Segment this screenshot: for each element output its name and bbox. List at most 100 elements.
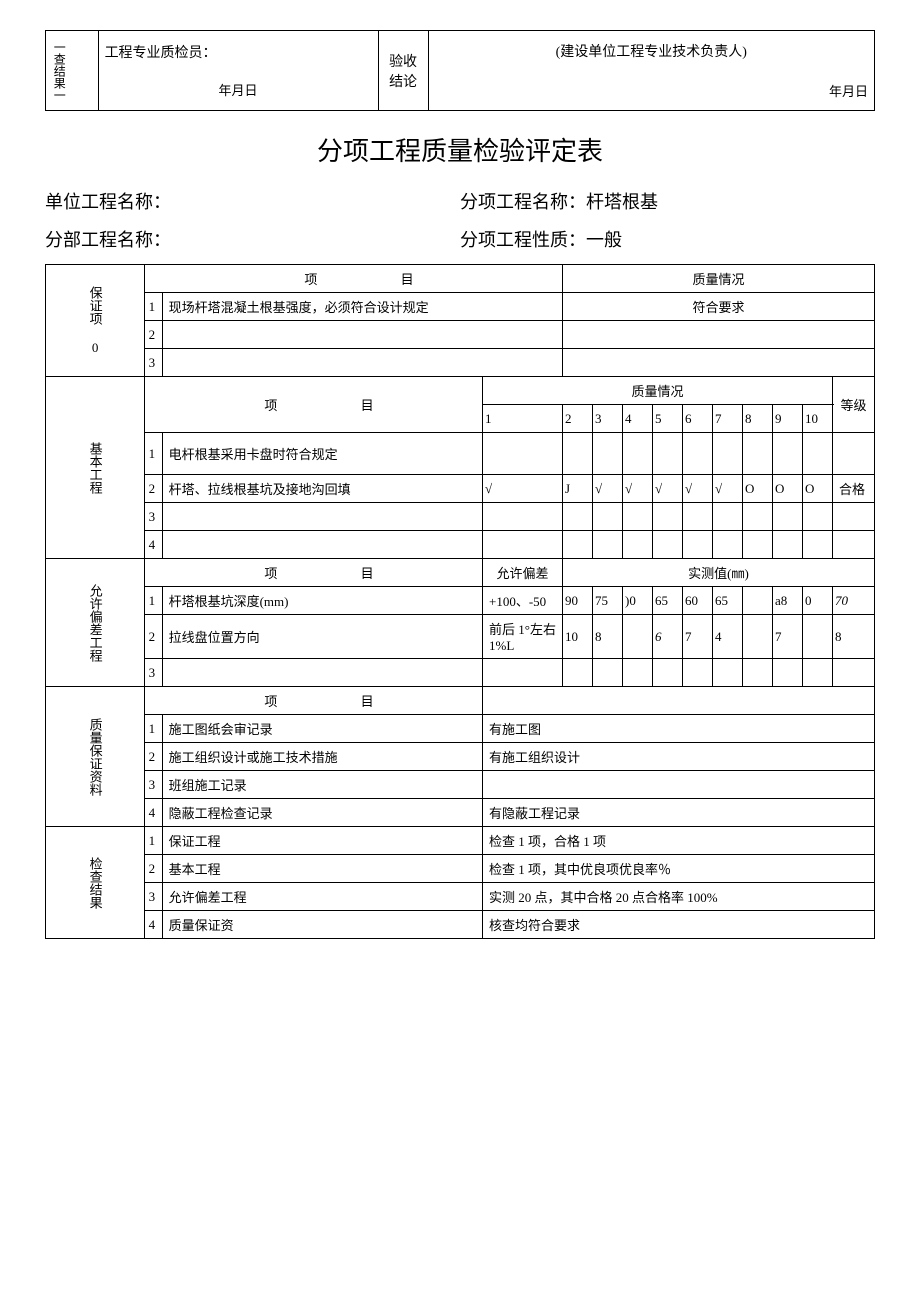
main-table: 保证项 0 项 目 质量情况 1 现场杆塔混凝土根基强度，必须符合设计规定 符合…: [45, 264, 875, 939]
sec4-r2-item: 施工组织设计或施工技术措施: [162, 743, 482, 771]
sec3-r1-v6: 65: [713, 587, 743, 615]
sec2-col-quality: 质量情况: [483, 377, 833, 405]
sec2-r1-grade: [833, 433, 875, 475]
sec1-r1-n: 1: [144, 293, 162, 321]
sec2-r2-c1: √: [483, 475, 563, 503]
sec3-r1-v4: 65: [653, 587, 683, 615]
sec2-h5: 5: [653, 405, 683, 433]
sec3-r2-v9: [803, 615, 833, 659]
sec2-r3-item: [162, 503, 482, 531]
sec5-r3-n: 3: [144, 883, 162, 911]
sec4-r2-n: 2: [144, 743, 162, 771]
sec1-r2-n: 2: [144, 321, 162, 349]
sec2-r1-n: 1: [144, 433, 162, 475]
responsible-label: (建设单位工程专业技术负责人): [428, 31, 874, 71]
sec3-r1-item: 杆塔根基坑深度(mm): [162, 587, 482, 615]
sec3-r1-v2: 75: [593, 587, 623, 615]
sec2-r2-c8: O: [743, 475, 773, 503]
sec2-r2-c7: √: [713, 475, 743, 503]
sec4-r2-val: 有施工组织设计: [483, 743, 875, 771]
sec5-r3-item: 允许偏差工程: [162, 883, 482, 911]
sec3-r2-v8: 7: [773, 615, 803, 659]
sec3-r1-v9: 0: [803, 587, 833, 615]
sec2-r2-c9: O: [773, 475, 803, 503]
sec3-r2-n: 2: [144, 615, 162, 659]
sec2-h6: 6: [683, 405, 713, 433]
sec4-r4-item: 隐蔽工程检查记录: [162, 799, 482, 827]
date1: 年月日: [105, 80, 372, 99]
sec3-r2-v3: [623, 615, 653, 659]
sec3-r1-v5: 60: [683, 587, 713, 615]
sec1-side: 保证项 0: [46, 265, 145, 377]
sec4-r1-item: 施工图纸会审记录: [162, 715, 482, 743]
sec2-r3-n: 3: [144, 503, 162, 531]
sec3-r2-v6: 4: [713, 615, 743, 659]
sec5-r4-n: 4: [144, 911, 162, 939]
sec3-col-meas: 实测值(㎜): [563, 559, 875, 587]
sec2-r1-c1: [483, 433, 563, 475]
sec3-r3-tol: [483, 659, 563, 687]
sec5-r1-item: 保证工程: [162, 827, 482, 855]
meta-row-2: 分部工程名称： 分项工程性质：一般: [45, 226, 875, 252]
sec2-h1: 1: [483, 405, 563, 433]
sec1-r3-item: [162, 349, 562, 377]
sec5-side: 检查结果: [46, 827, 145, 939]
sec2-r2-c3: √: [593, 475, 623, 503]
sec2-col-item: 项 目: [162, 377, 482, 433]
document-title: 分项工程质量检验评定表: [45, 131, 875, 168]
sec2-r4-item: [162, 531, 482, 559]
sec2-h8: 8: [743, 405, 773, 433]
sec5-r4-val: 核查均符合要求: [483, 911, 875, 939]
sec5-r3-val: 实测 20 点，其中合格 20 点合格率 100%: [483, 883, 875, 911]
sec3-r2-v1: 10: [563, 615, 593, 659]
sec5-r4-item: 质量保证资: [162, 911, 482, 939]
sec3-r2-v10: 8: [833, 615, 875, 659]
sec1-r1-item: 现场杆塔混凝土根基强度，必须符合设计规定: [162, 293, 562, 321]
sec2-r2-c4: √: [623, 475, 653, 503]
sec4-col-item: 项 目: [162, 687, 482, 715]
sec2-r2-grade: 合格: [833, 475, 875, 503]
sec2-side: 基本工程: [46, 377, 145, 559]
sec4-r4-n: 4: [144, 799, 162, 827]
sec2-r2-n: 2: [144, 475, 162, 503]
sec4-side: 质量保证资料: [46, 687, 145, 827]
sec3-r2-v2: 8: [593, 615, 623, 659]
sec4-r1-val: 有施工图: [483, 715, 875, 743]
header-left-label: 一查结果一: [46, 31, 99, 111]
sec5-r2-n: 2: [144, 855, 162, 883]
sec1-col-item: 项 目: [162, 265, 562, 293]
sec4-r3-n: 3: [144, 771, 162, 799]
sec3-col-tol: 允许偏差: [483, 559, 563, 587]
sec3-r1-v3: )0: [623, 587, 653, 615]
sec1-r1-quality: 符合要求: [563, 293, 875, 321]
sec1-r3-n: 3: [144, 349, 162, 377]
sec1-col-quality: 质量情况: [563, 265, 875, 293]
sec2-r2-c10: O: [803, 475, 833, 503]
sec1-r2-item: [162, 321, 562, 349]
sec2-h3: 3: [593, 405, 623, 433]
sec2-h9: 9: [773, 405, 803, 433]
sec2-r1-item: 电杆根基采用卡盘时符合规定: [162, 433, 482, 475]
sec3-r2-item: 拉线盘位置方向: [162, 615, 482, 659]
sec5-r1-n: 1: [144, 827, 162, 855]
date2: 年月日: [428, 71, 874, 111]
sec5-r2-val: 检查 1 项，其中优良项优良率％: [483, 855, 875, 883]
sec3-r1-v1: 90: [563, 587, 593, 615]
sec3-r1-v10: 70: [833, 587, 875, 615]
sec2-r2-item: 杆塔、拉线根基坑及接地沟回填: [162, 475, 482, 503]
sec4-r1-n: 1: [144, 715, 162, 743]
sec3-r1-n: 1: [144, 587, 162, 615]
sec3-r3-n: 3: [144, 659, 162, 687]
sec3-r2-v5: 7: [683, 615, 713, 659]
sec3-r1-tol: +100、-50: [483, 587, 563, 615]
sec5-r2-item: 基本工程: [162, 855, 482, 883]
sec1-r2-quality: [563, 321, 875, 349]
unit-name-label: 单位工程名称：: [45, 188, 460, 214]
section-name-label: 分部工程名称：: [45, 226, 460, 252]
sec2-col-grade: 等级: [833, 377, 875, 433]
sec4-r3-item: 班组施工记录: [162, 771, 482, 799]
sec4-col-empty: [483, 687, 875, 715]
header-box: 一查结果一 工程专业质检员： 年月日 验收结论 (建设单位工程专业技术负责人) …: [45, 30, 875, 111]
sec3-col-item: 项 目: [162, 559, 482, 587]
sec2-h10: 10: [803, 405, 833, 433]
